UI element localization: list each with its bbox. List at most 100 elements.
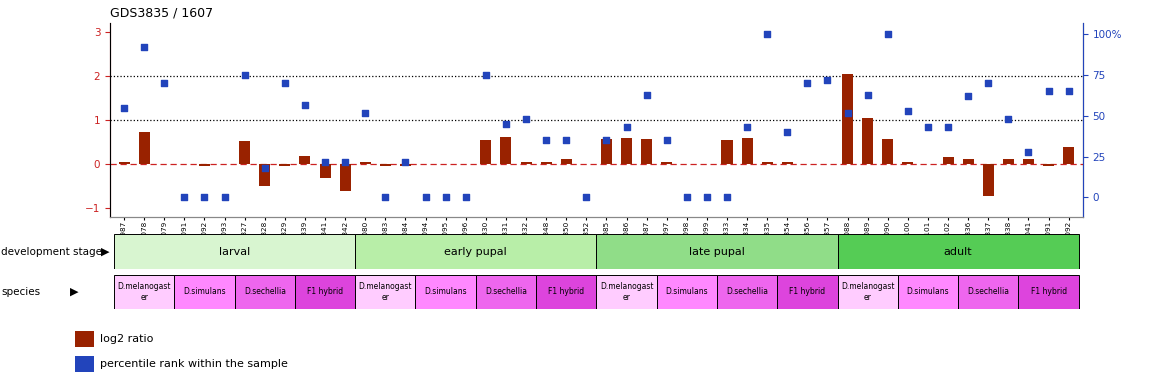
Text: D.melanogast
er: D.melanogast er [841,282,894,301]
Bar [983,164,994,196]
Text: log2 ratio: log2 ratio [100,334,153,344]
Point [959,93,977,99]
Point [858,92,877,98]
Point [135,45,154,51]
Text: adult: adult [944,247,973,257]
Point [697,194,716,200]
Point [979,80,997,86]
Bar [777,275,837,309]
Point [819,77,837,83]
Text: larval: larval [219,247,250,257]
Point [416,194,434,200]
Bar [601,139,611,164]
Point [617,124,636,131]
Bar [560,159,572,164]
Bar [118,162,130,164]
Point [235,72,254,78]
Point [838,109,857,116]
Point [115,105,133,111]
Point [175,194,193,200]
Point [497,121,515,127]
Text: species: species [1,287,41,297]
Bar [837,234,1079,269]
Text: F1 hybrid: F1 hybrid [548,287,585,296]
Text: F1 hybrid: F1 hybrid [307,287,343,296]
Bar [400,164,411,166]
Bar [1063,147,1075,164]
Text: D.melanogast
er: D.melanogast er [600,282,653,301]
Bar [520,162,532,164]
Point [1019,149,1038,155]
Point [516,116,535,122]
Bar [863,118,873,164]
Text: D.melanogast
er: D.melanogast er [117,282,171,301]
Bar [596,234,837,269]
Point [999,116,1018,122]
Bar [259,164,270,186]
Text: percentile rank within the sample: percentile rank within the sample [100,359,287,369]
Bar [235,275,295,309]
Bar [782,162,793,164]
Bar [113,234,356,269]
Bar [356,275,416,309]
Point [376,194,395,200]
Bar [661,162,673,164]
Point [939,124,958,131]
Bar [897,275,958,309]
Bar [958,275,1018,309]
Bar [380,164,391,166]
Bar [1043,164,1054,166]
Bar [657,275,717,309]
Point [215,194,234,200]
Point [718,194,736,200]
Point [396,159,415,165]
Bar [842,74,853,164]
Text: GDS3835 / 1607: GDS3835 / 1607 [110,7,213,20]
Point [918,124,937,131]
Bar [339,164,351,191]
Point [477,72,496,78]
Point [899,108,917,114]
Bar [199,164,210,166]
Point [677,194,696,200]
Bar [1003,159,1014,164]
Point [1039,88,1057,94]
Point [557,137,576,144]
Text: D.sechellia: D.sechellia [726,287,768,296]
Point [758,31,777,38]
Point [437,194,455,200]
Point [276,80,294,86]
Text: D.simulans: D.simulans [907,287,950,296]
Text: D.melanogast
er: D.melanogast er [359,282,412,301]
Bar [621,137,632,164]
Point [879,31,897,38]
Bar [356,234,596,269]
Point [196,194,214,200]
Bar [596,275,657,309]
Bar [113,275,175,309]
Point [336,159,354,165]
Bar [1023,159,1034,164]
Bar [721,140,733,164]
Bar [416,275,476,309]
Text: ▶: ▶ [69,287,78,297]
Bar [642,139,652,164]
Bar [300,156,310,164]
Bar [279,164,291,166]
Bar [360,162,371,164]
Bar [837,275,897,309]
Point [598,137,616,144]
Bar [240,141,250,164]
Text: D.sechellia: D.sechellia [485,287,527,296]
Bar [500,137,512,164]
Bar [75,356,94,372]
Text: D.simulans: D.simulans [424,287,467,296]
Text: D.simulans: D.simulans [183,287,226,296]
Bar [536,275,596,309]
Point [537,137,556,144]
Point [1060,88,1078,94]
Bar [320,164,330,178]
Point [637,92,655,98]
Bar [75,331,94,348]
Point [316,159,335,165]
